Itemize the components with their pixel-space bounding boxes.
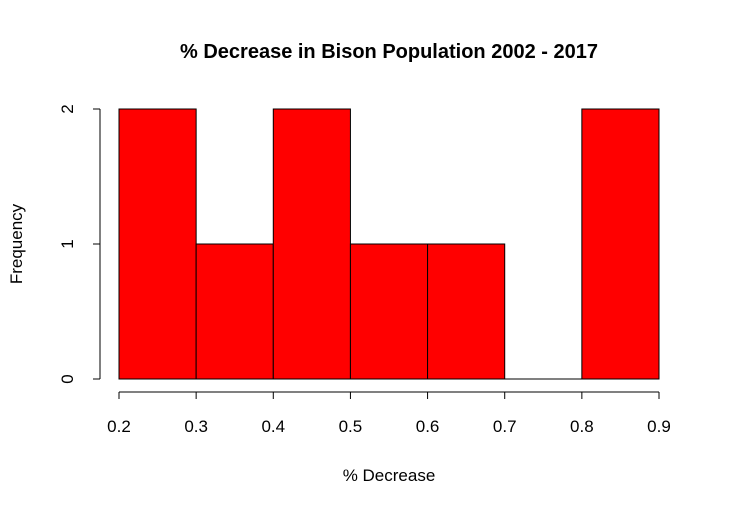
y-tick-label: 2	[58, 104, 77, 113]
y-tick-label: 1	[58, 239, 77, 248]
x-tick-label: 0.9	[647, 417, 671, 436]
x-ticks: 0.2 0.3 0.4 0.5 0.6 0.7 0.8 0.9	[107, 392, 671, 436]
y-axis-label: Frequency	[7, 203, 26, 284]
histogram-bar-6	[581, 108, 660, 380]
x-axis: 0.2 0.3 0.4 0.5 0.6 0.7 0.8 0.9	[107, 391, 671, 436]
y-tick-label: 0	[58, 374, 77, 383]
y-ticks: 0 1 2	[58, 104, 100, 384]
histogram-bars	[118, 108, 660, 380]
histogram-bar-2	[272, 108, 351, 380]
y-axis: 0 1 2	[58, 104, 101, 384]
x-tick-label: 0.8	[570, 417, 594, 436]
chart-title: % Decrease in Bison Population 2002 - 20…	[180, 41, 598, 63]
x-tick-label: 0.3	[184, 417, 208, 436]
x-tick-label: 0.5	[339, 417, 363, 436]
x-axis-label: % Decrease	[343, 466, 436, 485]
x-tick-label: 0.7	[493, 417, 517, 436]
x-tick-label: 0.4	[261, 417, 285, 436]
histogram-bar-0	[118, 108, 197, 380]
x-tick-label: 0.6	[416, 417, 440, 436]
histogram-bar-1	[195, 243, 274, 380]
histogram-bar-4	[427, 243, 506, 380]
x-tick-label: 0.2	[107, 417, 131, 436]
histogram-bar-3	[349, 243, 429, 380]
